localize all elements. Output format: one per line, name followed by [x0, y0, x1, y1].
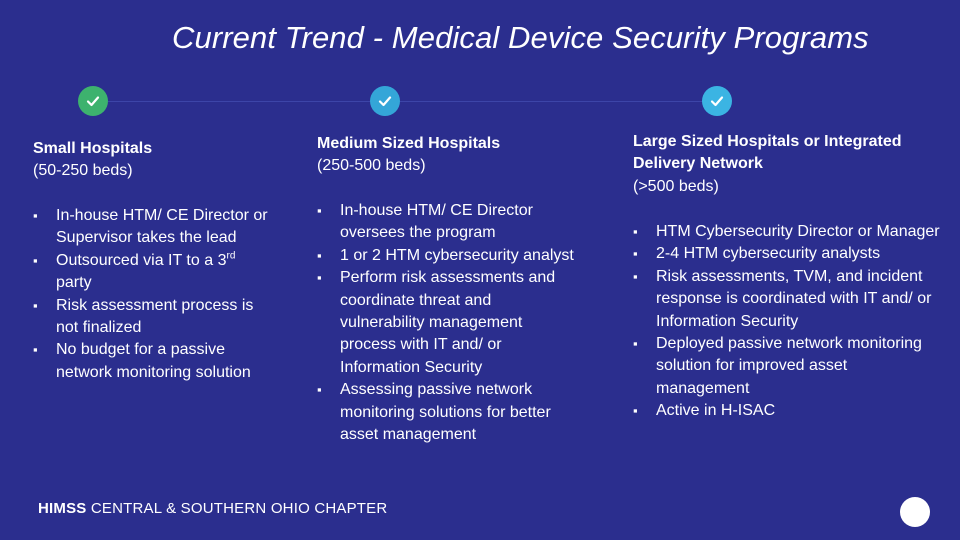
column-small-hospitals-list: In-house HTM/ CE Director or Supervisor …: [33, 205, 273, 384]
list-item: No budget for a passive network monitori…: [33, 339, 273, 384]
column-heading: Large Sized Hospitals or Integrated Deli…: [633, 133, 902, 173]
list-item: Risk assessments, TVM, and incident resp…: [633, 266, 943, 333]
list-item: 2-4 HTM cybersecurity analysts: [633, 243, 943, 266]
check-icon: [78, 86, 108, 116]
list-item: Perform risk assessments and coordinate …: [317, 267, 577, 379]
column-large-hospitals-header: Large Sized Hospitals or Integrated Deli…: [633, 131, 943, 198]
footer-brand: HIMSS: [38, 500, 87, 517]
superscript: rd: [226, 250, 236, 262]
list-item: Risk assessment process is not finalized: [33, 295, 273, 340]
column-small-hospitals-header: Small Hospitals (50-250 beds): [33, 138, 273, 183]
timeline-line: [96, 101, 716, 102]
list-item: Active in H-ISAC: [633, 400, 943, 423]
bullet-text: 3: [217, 251, 227, 269]
circle-icon: [900, 497, 930, 527]
list-item: HTM Cybersecurity Director or Manager: [633, 221, 943, 244]
list-item: In-house HTM/ CE Director oversees the p…: [317, 200, 577, 245]
list-item: Outsourced via IT to a 3rd party: [33, 250, 273, 295]
column-subheading: (50-250 beds): [33, 162, 133, 180]
column-subheading: (>500 beds): [633, 177, 719, 195]
list-item: 1 or 2 HTM cybersecurity analyst: [317, 245, 577, 268]
bullet-text: Outsourced via IT to a: [56, 251, 214, 269]
check-icon: [702, 86, 732, 116]
list-item: Assessing passive network monitoring sol…: [317, 379, 577, 446]
list-item: In-house HTM/ CE Director or Supervisor …: [33, 205, 273, 250]
check-icon: [370, 86, 400, 116]
list-item: Deployed passive network monitoring solu…: [633, 333, 943, 400]
column-heading: Medium Sized Hospitals: [317, 135, 501, 152]
column-subheading: (250-500 beds): [317, 157, 426, 175]
footer-chapter: CENTRAL & SOUTHERN OHIO CHAPTER: [86, 500, 388, 517]
column-medium-hospitals-header: Medium Sized Hospitals (250-500 beds): [317, 133, 577, 178]
column-large-hospitals-list: HTM Cybersecurity Director or Manager 2-…: [633, 221, 943, 423]
slide-title: Current Trend - Medical Device Security …: [172, 20, 869, 55]
column-medium-hospitals-list: In-house HTM/ CE Director oversees the p…: [317, 200, 577, 446]
bullet-text: party: [56, 274, 92, 292]
column-heading: Small Hospitals: [33, 140, 153, 157]
footer-chapter-name: HIMSS CENTRAL & SOUTHERN OHIO CHAPTER: [38, 500, 387, 517]
